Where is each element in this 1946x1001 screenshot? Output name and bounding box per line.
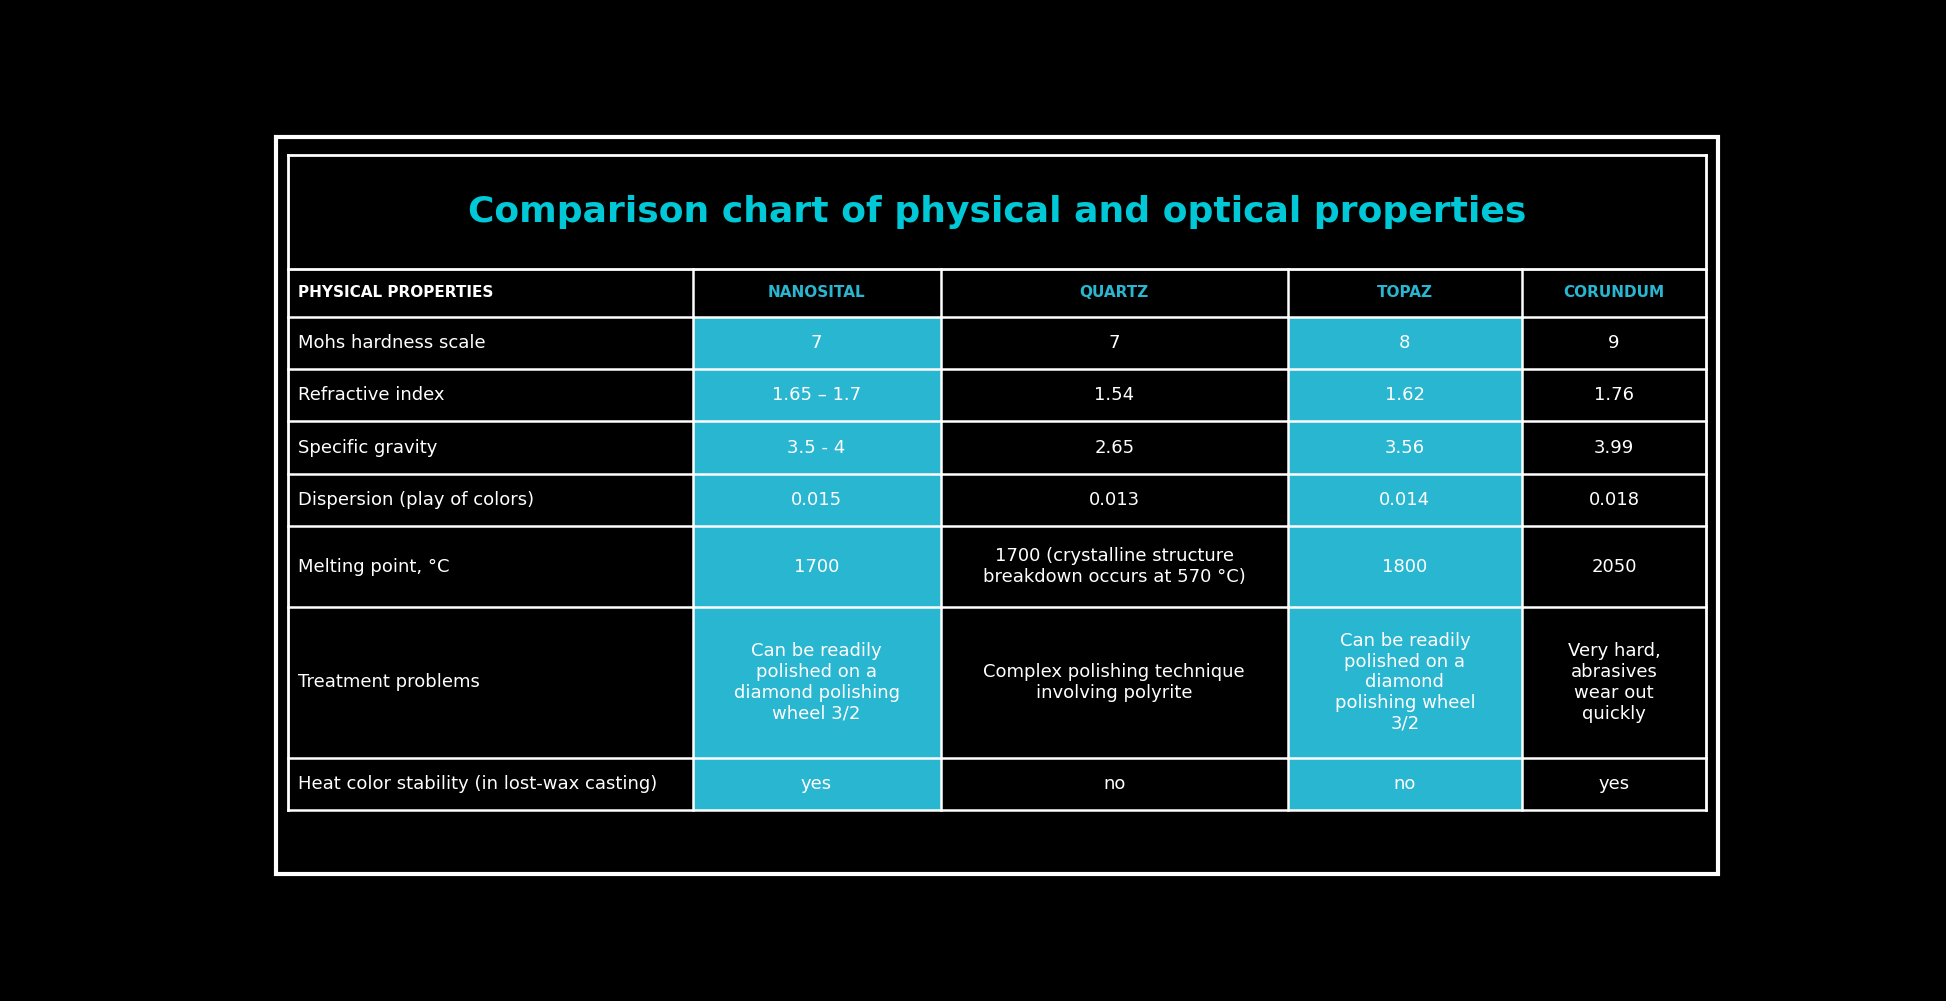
- Text: Treatment problems: Treatment problems: [298, 674, 479, 692]
- Text: 1.62: 1.62: [1386, 386, 1424, 404]
- Bar: [940, 608, 1288, 758]
- Text: 0.015: 0.015: [790, 491, 843, 510]
- Text: Mohs hardness scale: Mohs hardness scale: [298, 334, 485, 352]
- Text: 9: 9: [1607, 334, 1619, 352]
- Text: Heat color stability (in lost-wax casting): Heat color stability (in lost-wax castin…: [298, 775, 658, 793]
- Text: 0.018: 0.018: [1588, 491, 1640, 510]
- Text: 1700 (crystalline structure
breakdown occurs at 570 °C): 1700 (crystalline structure breakdown oc…: [983, 548, 1245, 587]
- Bar: [693, 421, 940, 473]
- Text: 1.65 – 1.7: 1.65 – 1.7: [773, 386, 862, 404]
- Bar: [288, 316, 693, 369]
- Text: 0.013: 0.013: [1088, 491, 1140, 510]
- Text: 1800: 1800: [1382, 558, 1428, 576]
- Text: 2.65: 2.65: [1094, 438, 1135, 456]
- Bar: [288, 369, 693, 421]
- Bar: [288, 608, 693, 758]
- Bar: [940, 369, 1288, 421]
- Text: 3.56: 3.56: [1386, 438, 1424, 456]
- Text: 1.54: 1.54: [1094, 386, 1135, 404]
- Text: NANOSITAL: NANOSITAL: [769, 285, 866, 300]
- Text: Refractive index: Refractive index: [298, 386, 444, 404]
- Bar: [940, 758, 1288, 810]
- Text: 1.76: 1.76: [1594, 386, 1635, 404]
- Bar: [1522, 758, 1707, 810]
- Bar: [940, 527, 1288, 608]
- Text: Can be readily
polished on a
diamond
polishing wheel
3/2: Can be readily polished on a diamond pol…: [1335, 632, 1475, 733]
- Text: 7: 7: [1109, 334, 1121, 352]
- Bar: [693, 316, 940, 369]
- Bar: [288, 421, 693, 473]
- Bar: [1288, 527, 1522, 608]
- Bar: [1288, 758, 1522, 810]
- Bar: [693, 608, 940, 758]
- Text: 1700: 1700: [794, 558, 839, 576]
- Bar: [1288, 316, 1522, 369]
- Bar: [693, 369, 940, 421]
- Bar: [693, 758, 940, 810]
- Text: QUARTZ: QUARTZ: [1080, 285, 1148, 300]
- Bar: [1288, 421, 1522, 473]
- Bar: [1522, 608, 1707, 758]
- Bar: [288, 155, 1707, 269]
- Bar: [1288, 369, 1522, 421]
- Text: yes: yes: [802, 775, 833, 793]
- Text: Very hard,
abrasives
wear out
quickly: Very hard, abrasives wear out quickly: [1568, 643, 1660, 723]
- Bar: [693, 473, 940, 527]
- Text: 0.014: 0.014: [1380, 491, 1430, 510]
- Bar: [1288, 473, 1522, 527]
- Bar: [1522, 369, 1707, 421]
- Bar: [1522, 316, 1707, 369]
- Text: PHYSICAL PROPERTIES: PHYSICAL PROPERTIES: [298, 285, 492, 300]
- Bar: [693, 527, 940, 608]
- Text: 3.5 - 4: 3.5 - 4: [788, 438, 847, 456]
- Text: Dispersion (play of colors): Dispersion (play of colors): [298, 491, 533, 510]
- Text: Can be readily
polished on a
diamond polishing
wheel 3/2: Can be readily polished on a diamond pol…: [734, 643, 899, 723]
- Text: 7: 7: [811, 334, 823, 352]
- Bar: [288, 758, 693, 810]
- Text: no: no: [1393, 775, 1417, 793]
- Bar: [288, 473, 693, 527]
- Bar: [1522, 527, 1707, 608]
- Text: Melting point, °C: Melting point, °C: [298, 558, 450, 576]
- Text: 8: 8: [1399, 334, 1411, 352]
- Bar: [940, 421, 1288, 473]
- Bar: [1522, 421, 1707, 473]
- Bar: [288, 269, 1707, 316]
- Text: no: no: [1103, 775, 1125, 793]
- Text: Complex polishing technique
involving polyrite: Complex polishing technique involving po…: [983, 663, 1245, 702]
- Bar: [940, 473, 1288, 527]
- Text: yes: yes: [1598, 775, 1629, 793]
- Text: Comparison chart of physical and optical properties: Comparison chart of physical and optical…: [469, 195, 1526, 229]
- Bar: [1522, 473, 1707, 527]
- Text: Specific gravity: Specific gravity: [298, 438, 438, 456]
- Text: TOPAZ: TOPAZ: [1378, 285, 1432, 300]
- Text: CORUNDUM: CORUNDUM: [1563, 285, 1664, 300]
- Text: 2050: 2050: [1592, 558, 1637, 576]
- Bar: [940, 316, 1288, 369]
- Bar: [288, 527, 693, 608]
- Bar: [1288, 608, 1522, 758]
- Text: 3.99: 3.99: [1594, 438, 1635, 456]
